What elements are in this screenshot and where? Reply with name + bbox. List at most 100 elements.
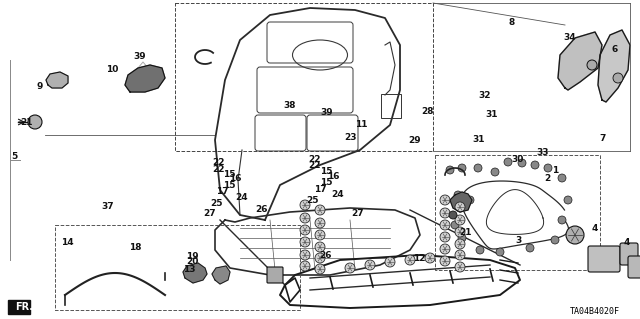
Text: 39: 39 <box>320 108 333 117</box>
Text: 32: 32 <box>479 91 492 100</box>
Text: 22: 22 <box>212 165 225 174</box>
Text: 29: 29 <box>408 136 421 145</box>
Circle shape <box>455 227 465 237</box>
Circle shape <box>526 244 534 252</box>
Text: 34: 34 <box>563 33 576 42</box>
Text: 11: 11 <box>355 120 368 129</box>
Polygon shape <box>212 266 230 284</box>
Text: 39: 39 <box>133 52 146 61</box>
Circle shape <box>455 202 465 212</box>
Circle shape <box>440 195 450 205</box>
Text: 21: 21 <box>460 228 472 237</box>
Polygon shape <box>46 72 68 88</box>
Circle shape <box>454 191 462 199</box>
Text: 30: 30 <box>511 155 524 164</box>
Text: 13: 13 <box>182 265 195 274</box>
Circle shape <box>474 164 482 172</box>
Text: 24: 24 <box>332 190 344 199</box>
Text: 23: 23 <box>344 133 357 142</box>
Circle shape <box>518 159 526 167</box>
Circle shape <box>558 174 566 182</box>
Text: 27: 27 <box>351 209 364 218</box>
Text: 38: 38 <box>283 101 296 110</box>
Polygon shape <box>8 300 30 314</box>
Circle shape <box>440 232 450 242</box>
Circle shape <box>544 164 552 172</box>
Text: 15: 15 <box>223 182 236 190</box>
Circle shape <box>558 216 566 224</box>
Circle shape <box>425 253 435 263</box>
Text: 24: 24 <box>236 193 248 202</box>
Text: 26: 26 <box>255 205 268 214</box>
Text: 22: 22 <box>308 161 321 170</box>
Circle shape <box>440 220 450 230</box>
Text: 4: 4 <box>624 238 630 247</box>
Polygon shape <box>558 32 602 90</box>
Text: 21: 21 <box>20 118 33 127</box>
Circle shape <box>315 218 325 228</box>
Text: 27: 27 <box>204 209 216 218</box>
Circle shape <box>458 234 466 242</box>
Circle shape <box>300 213 310 223</box>
Circle shape <box>566 226 584 244</box>
Circle shape <box>455 262 465 272</box>
Circle shape <box>315 230 325 240</box>
Circle shape <box>300 261 310 271</box>
Circle shape <box>449 211 457 219</box>
FancyBboxPatch shape <box>628 256 640 278</box>
Circle shape <box>365 260 375 270</box>
Circle shape <box>446 166 454 174</box>
Circle shape <box>440 244 450 254</box>
Text: 12: 12 <box>413 254 426 263</box>
Polygon shape <box>598 30 630 102</box>
Text: 2: 2 <box>544 174 550 183</box>
Text: TA04B4020F: TA04B4020F <box>570 308 620 316</box>
Circle shape <box>28 115 42 129</box>
Circle shape <box>315 253 325 263</box>
Text: 20: 20 <box>186 257 198 266</box>
Text: 4: 4 <box>592 224 598 233</box>
Text: 15: 15 <box>223 170 236 179</box>
Text: 7: 7 <box>600 134 606 143</box>
Text: FR.: FR. <box>15 302 33 312</box>
Text: 28: 28 <box>421 107 434 115</box>
Circle shape <box>455 239 465 249</box>
Text: 18: 18 <box>129 243 142 252</box>
Text: 15: 15 <box>320 178 333 187</box>
Circle shape <box>440 208 450 218</box>
Text: 25: 25 <box>306 196 319 205</box>
Text: 25: 25 <box>210 199 223 208</box>
Text: 3: 3 <box>515 236 522 245</box>
Text: 15: 15 <box>320 167 333 176</box>
Circle shape <box>451 221 459 229</box>
Text: 19: 19 <box>186 252 198 261</box>
Circle shape <box>345 263 355 273</box>
Text: 14: 14 <box>61 238 74 247</box>
Circle shape <box>504 158 512 166</box>
FancyBboxPatch shape <box>620 243 638 265</box>
Circle shape <box>613 73 623 83</box>
Text: 22: 22 <box>212 158 225 167</box>
Circle shape <box>496 248 504 256</box>
Circle shape <box>300 237 310 247</box>
Circle shape <box>315 205 325 215</box>
Circle shape <box>491 168 499 176</box>
Circle shape <box>458 164 466 172</box>
Text: 37: 37 <box>101 202 114 211</box>
Text: 9: 9 <box>36 82 43 91</box>
Text: 5: 5 <box>11 152 17 161</box>
Circle shape <box>405 255 415 265</box>
Circle shape <box>455 215 465 225</box>
Polygon shape <box>450 192 472 212</box>
Circle shape <box>587 60 597 70</box>
Text: 10: 10 <box>106 65 118 74</box>
Circle shape <box>531 161 539 169</box>
Text: 26: 26 <box>319 251 332 260</box>
Polygon shape <box>183 263 207 283</box>
Text: 16: 16 <box>326 172 339 181</box>
Text: 16: 16 <box>229 174 242 183</box>
Circle shape <box>440 256 450 266</box>
Text: 22: 22 <box>308 155 321 164</box>
Text: 1: 1 <box>552 166 559 175</box>
Circle shape <box>315 242 325 252</box>
